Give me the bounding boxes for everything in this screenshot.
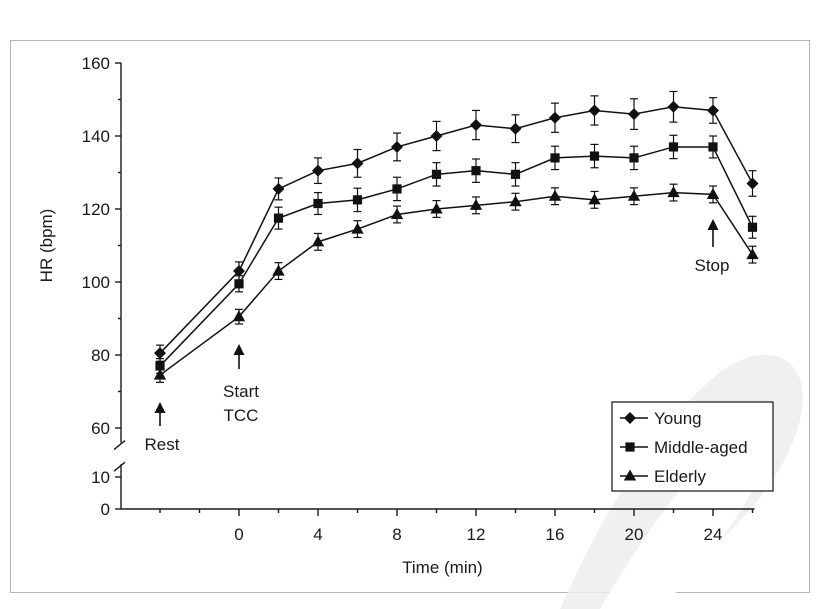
x-tick-label: 12 xyxy=(467,525,486,544)
annotation-layer: Rest Start TCC Stop xyxy=(145,219,730,454)
data-point xyxy=(313,198,323,209)
series-elderly xyxy=(153,183,759,383)
data-point xyxy=(588,193,601,205)
data-point xyxy=(233,265,245,278)
y-tick-label: 120 xyxy=(82,200,110,219)
data-point xyxy=(153,368,167,380)
y-axis-label: HR (bpm) xyxy=(37,209,56,283)
data-point xyxy=(430,130,443,142)
x-tick-label: 24 xyxy=(704,525,723,544)
legend-label: Young xyxy=(654,409,702,428)
data-point xyxy=(708,142,718,152)
data-point xyxy=(155,361,165,371)
y-tick-label: 10 xyxy=(91,468,110,487)
data-point xyxy=(351,222,364,234)
legend-label: Elderly xyxy=(654,467,706,486)
data-point xyxy=(667,100,680,113)
x-tick-label: 20 xyxy=(625,525,644,544)
data-point xyxy=(311,235,325,247)
data-point xyxy=(746,177,759,190)
data-point xyxy=(706,187,720,199)
annotation-arrow-head xyxy=(154,402,166,413)
series-middle-aged xyxy=(155,134,758,374)
data-point xyxy=(548,189,562,201)
data-point xyxy=(588,104,601,117)
data-point xyxy=(747,222,758,232)
data-point xyxy=(469,198,483,210)
series-layer xyxy=(153,90,759,383)
data-point xyxy=(668,142,679,152)
data-point xyxy=(509,122,522,135)
series-line xyxy=(159,191,754,376)
annotation-label: Stop xyxy=(695,256,730,275)
data-point xyxy=(629,153,639,163)
data-point xyxy=(232,310,246,322)
y-tick-label: 60 xyxy=(91,419,110,438)
annotation-label: Start xyxy=(223,382,259,401)
data-point xyxy=(351,157,364,170)
annotation-label: Rest xyxy=(145,435,180,454)
x-tick-label: 16 xyxy=(546,525,565,544)
data-point xyxy=(550,153,560,163)
figure-frame xyxy=(10,40,810,593)
data-point xyxy=(589,151,600,161)
y-tick-label: 80 xyxy=(91,346,110,365)
series-young xyxy=(154,90,759,362)
legend-marker xyxy=(623,469,637,481)
data-point xyxy=(272,182,285,195)
y-tick-label: 140 xyxy=(82,127,110,146)
data-point xyxy=(234,279,244,289)
x-tick-label: 0 xyxy=(234,525,243,544)
data-point xyxy=(431,169,442,179)
data-point xyxy=(312,164,324,177)
data-point xyxy=(154,347,166,360)
y-tick-label: 0 xyxy=(101,500,110,519)
data-point xyxy=(392,184,402,194)
x-tick-label: 4 xyxy=(313,525,322,544)
series-line xyxy=(159,106,754,354)
data-point xyxy=(471,166,481,176)
axis-break-mark xyxy=(113,461,126,472)
legend: Young Middle-aged Elderly xyxy=(611,401,774,492)
data-point xyxy=(707,104,719,117)
data-point xyxy=(352,195,363,205)
legend-marker xyxy=(625,442,635,452)
legend-marker xyxy=(624,412,636,424)
data-point xyxy=(391,140,403,153)
data-point xyxy=(509,195,522,207)
y-tick-label: 100 xyxy=(82,273,110,292)
data-point xyxy=(628,108,640,121)
data-point xyxy=(627,189,641,201)
data-point xyxy=(273,213,284,223)
annotation-arrow-head xyxy=(707,219,719,230)
axis-break-mark xyxy=(113,440,126,451)
data-point xyxy=(470,119,482,132)
data-point xyxy=(510,169,521,179)
legend-label: Middle-aged xyxy=(654,438,748,457)
x-axis-label: Time (min) xyxy=(402,558,483,577)
data-point xyxy=(746,248,759,260)
series-line xyxy=(159,146,754,367)
data-point xyxy=(430,202,443,214)
data-point xyxy=(667,186,680,198)
annotation-label: TCC xyxy=(224,406,259,425)
x-tick-label: 8 xyxy=(392,525,401,544)
y-tick-label: 160 xyxy=(82,54,110,73)
annotation-arrow-head xyxy=(233,344,245,355)
data-point xyxy=(272,264,285,276)
data-point xyxy=(390,207,404,220)
data-point xyxy=(549,111,561,124)
